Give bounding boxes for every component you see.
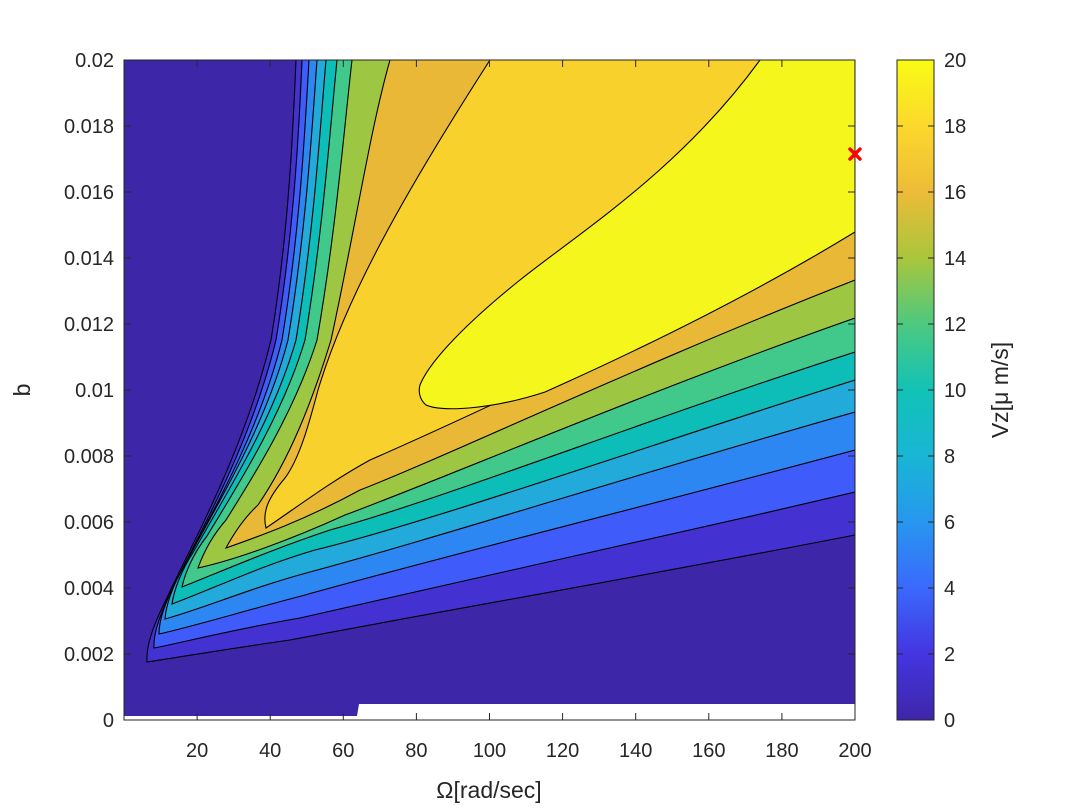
colorbar-tick-label: 10 bbox=[944, 380, 966, 402]
max-point-marker-stroke bbox=[848, 147, 862, 161]
colorbar-tick-label: 6 bbox=[944, 512, 955, 534]
y-tick-label: 0.01 bbox=[75, 380, 114, 402]
colorbar-tick-label: 16 bbox=[944, 182, 966, 204]
y-tick-label: 0.006 bbox=[64, 512, 114, 534]
y-axis: 0 0.002 0.004 0.006 0.008 0.01 0.012 0.014 0.016… bbox=[64, 50, 855, 732]
y-tick-label: 0.018 bbox=[64, 116, 114, 138]
max-point-marker bbox=[848, 147, 862, 161]
x-tick-label: 100 bbox=[473, 740, 506, 762]
y-tick-label: 0 bbox=[103, 710, 114, 732]
x-tick-label: 120 bbox=[546, 740, 579, 762]
contour-band-level-18 bbox=[418, 60, 855, 410]
x-tick-label: 40 bbox=[259, 740, 281, 762]
y-tick-label: 0.02 bbox=[75, 50, 114, 72]
x-axis-label: Ω[rad/sec] bbox=[436, 777, 541, 803]
colorbar-tick-label: 4 bbox=[944, 578, 955, 600]
colorbar-tick-label: 14 bbox=[944, 248, 966, 270]
contour-bands bbox=[142, 60, 855, 677]
plot-area bbox=[124, 60, 855, 720]
colorbar-tick-label: 20 bbox=[944, 50, 966, 72]
x-tick-label: 20 bbox=[186, 740, 208, 762]
colorbar-tick-label: 0 bbox=[944, 710, 955, 732]
y-tick-label: 0.004 bbox=[64, 578, 114, 600]
x-tick-label: 200 bbox=[838, 740, 871, 762]
colorbar-tick-label: 12 bbox=[944, 314, 966, 336]
x-tick-label: 180 bbox=[765, 740, 798, 762]
y-tick-label: 0.002 bbox=[64, 644, 114, 666]
x-axis: 20 40 60 80 100 120 140 160 180 200 bbox=[186, 60, 872, 762]
colorbar-tick-label: 2 bbox=[944, 644, 955, 666]
y-tick-label: 0.014 bbox=[64, 248, 114, 270]
x-tick-label: 80 bbox=[405, 740, 427, 762]
y-tick-label: 0.008 bbox=[64, 446, 114, 468]
colorbar-ticks: 0 2 4 6 8 10 12 14 16 18 20 bbox=[897, 50, 966, 732]
x-tick-label: 160 bbox=[692, 740, 725, 762]
x-tick-label: 140 bbox=[619, 740, 652, 762]
colorbar-tick-label: 18 bbox=[944, 116, 966, 138]
y-tick-label: 0.016 bbox=[64, 182, 114, 204]
y-tick-label: 0.012 bbox=[64, 314, 114, 336]
colorbar: 0 2 4 6 8 10 12 14 16 18 20 Vz[μ m/s] bbox=[896, 50, 1013, 732]
colorbar-tick-label: 8 bbox=[944, 446, 955, 468]
y-axis-label: b bbox=[9, 384, 35, 397]
missing-data-strip bbox=[124, 704, 855, 720]
x-tick-label: 60 bbox=[332, 740, 354, 762]
colorbar-label: Vz[μ m/s] bbox=[987, 342, 1013, 438]
